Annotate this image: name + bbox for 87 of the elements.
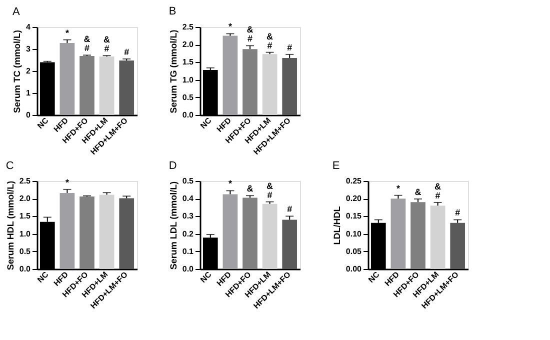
bar: [99, 194, 114, 269]
annotation: &: [104, 34, 111, 45]
y-tick-label: 1.0: [182, 75, 194, 84]
annotation: #: [104, 44, 110, 54]
annotation: #: [267, 40, 272, 50]
y-tick-label: 0.3: [182, 212, 194, 221]
bar: [262, 54, 278, 115]
annotation: &: [434, 181, 442, 192]
y-axis-title: Serum LDL (mmol/L): [168, 181, 178, 270]
annotation: *: [65, 177, 70, 188]
annotation: #: [287, 42, 292, 52]
chart-title: E: [332, 160, 340, 172]
annotation: &: [246, 184, 254, 194]
y-tick-label: 0.4: [182, 194, 194, 204]
y-tick-label: 1.0: [19, 229, 32, 238]
bar: [60, 43, 75, 115]
annotation: &: [266, 31, 274, 42]
y-tick-label: 2: [26, 66, 32, 76]
bar: [80, 196, 94, 269]
y-tick-label: 4: [26, 22, 32, 32]
chart-title: B: [168, 6, 176, 18]
y-tick-label: 2.5: [19, 176, 32, 186]
annotation: #: [84, 43, 90, 54]
annotation: #: [455, 208, 460, 218]
annotation: *: [228, 22, 232, 32]
bar: [99, 56, 114, 115]
y-tick-label: 0.10: [346, 229, 362, 238]
bar: [60, 192, 75, 269]
y-tick-label: 0.5: [19, 246, 32, 256]
y-tick-label: 0: [26, 110, 32, 120]
chart-title: C: [6, 160, 14, 172]
chart-title: D: [168, 160, 177, 172]
bar: [119, 60, 134, 115]
annotation: &: [266, 180, 274, 191]
chart-title: A: [12, 6, 21, 18]
y-tick-label: 2.0: [182, 40, 194, 50]
bar: [222, 36, 238, 115]
y-tick-label: 1: [26, 88, 32, 98]
y-tick-label: 0.00: [346, 264, 362, 274]
x-tick-label: NC: [366, 270, 382, 285]
y-axis-title: LDL/HDL: [332, 206, 342, 245]
annotation: #: [287, 204, 292, 214]
annotation: #: [247, 34, 253, 44]
bar: [242, 49, 258, 115]
y-tick-label: 0.5: [182, 92, 194, 102]
bar: [410, 202, 426, 269]
x-tick-label: NC: [198, 270, 214, 285]
y-tick-label: 0.1: [182, 246, 194, 256]
y-tick-label: 0.25: [346, 176, 362, 186]
annotation: #: [267, 190, 272, 200]
y-tick-label: 0.2: [182, 229, 194, 238]
y-axis-title: Serum TG (mmol/L): [168, 30, 178, 114]
annotation: *: [65, 28, 70, 38]
annotation: #: [124, 46, 130, 57]
y-tick-label: 3: [26, 44, 32, 54]
annotation: &: [414, 186, 422, 197]
y-tick-label: 1.5: [19, 212, 32, 221]
bar: [282, 220, 298, 269]
bar: [282, 58, 298, 115]
y-tick-label: 0.0: [182, 110, 194, 120]
y-tick-label: 0.5: [182, 176, 194, 186]
x-tick-label: NC: [198, 116, 214, 131]
annotation: &: [246, 24, 254, 35]
bar: [119, 198, 134, 269]
bar: [450, 222, 466, 269]
bar: [262, 204, 278, 269]
bar: [222, 194, 238, 269]
y-tick-label: 0.0: [182, 264, 194, 274]
y-tick-label: 1.5: [182, 58, 194, 67]
bar: [430, 206, 446, 269]
x-tick-label: NC: [36, 270, 50, 285]
y-tick-label: 0.0: [19, 264, 32, 274]
y-tick-label: 0.05: [346, 246, 362, 256]
annotation: &: [84, 34, 91, 44]
annotation: *: [228, 178, 232, 189]
x-tick-label: NC: [36, 116, 50, 131]
bar: [80, 56, 94, 115]
bar: [390, 198, 406, 269]
y-tick-label: 0.15: [346, 212, 362, 221]
y-tick-label: 0.20: [346, 194, 362, 204]
y-axis-title: Serum TC (mmol/L): [12, 30, 22, 114]
annotation: *: [396, 183, 400, 194]
y-axis-title: Serum HDL (mmol/L): [5, 180, 16, 270]
bar: [242, 198, 258, 269]
y-tick-label: 2.0: [19, 194, 32, 204]
annotation: #: [435, 190, 440, 200]
y-tick-label: 2.5: [182, 22, 194, 32]
